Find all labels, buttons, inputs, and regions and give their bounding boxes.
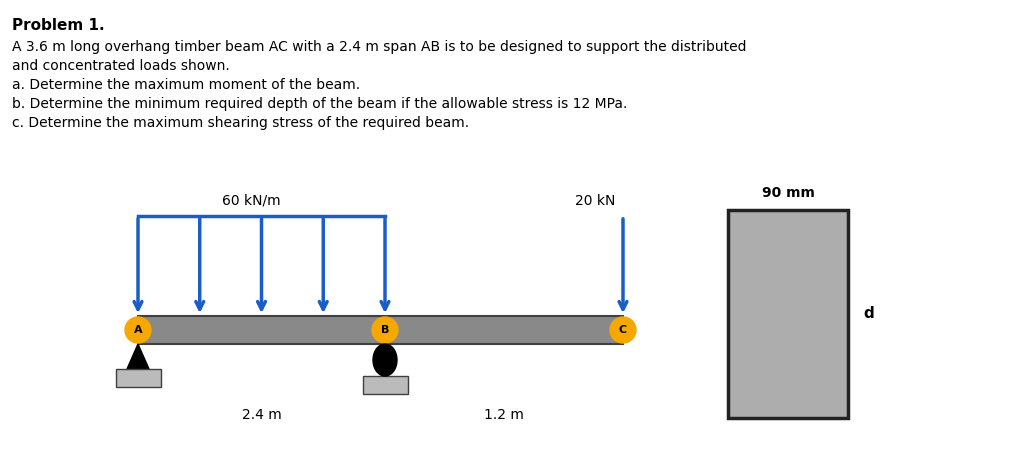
- Text: B: B: [381, 325, 389, 335]
- Circle shape: [610, 317, 636, 343]
- Text: c. Determine the maximum shearing stress of the required beam.: c. Determine the maximum shearing stress…: [12, 116, 469, 130]
- Text: A 3.6 m long overhang timber beam AC with a 2.4 m span AB is to be designed to s: A 3.6 m long overhang timber beam AC wit…: [12, 40, 747, 54]
- Bar: [363, 376, 408, 394]
- Text: d: d: [863, 307, 873, 322]
- Text: Problem 1.: Problem 1.: [12, 18, 105, 33]
- Circle shape: [372, 317, 398, 343]
- Text: 60 kN/m: 60 kN/m: [222, 194, 281, 208]
- Text: A: A: [134, 325, 142, 335]
- Text: a. Determine the maximum moment of the beam.: a. Determine the maximum moment of the b…: [12, 78, 360, 92]
- Text: 20 kN: 20 kN: [575, 194, 615, 208]
- Text: b. Determine the minimum required depth of the beam if the allowable stress is 1: b. Determine the minimum required depth …: [12, 97, 627, 111]
- Bar: [138, 316, 623, 344]
- Text: C: C: [619, 325, 627, 335]
- Ellipse shape: [373, 344, 397, 376]
- Text: 1.2 m: 1.2 m: [484, 408, 524, 422]
- Bar: [115, 369, 161, 387]
- Polygon shape: [127, 344, 149, 369]
- Circle shape: [125, 317, 151, 343]
- Text: and concentrated loads shown.: and concentrated loads shown.: [12, 59, 230, 73]
- Text: 90 mm: 90 mm: [761, 186, 815, 200]
- Bar: [728, 210, 848, 418]
- Text: 2.4 m: 2.4 m: [242, 408, 281, 422]
